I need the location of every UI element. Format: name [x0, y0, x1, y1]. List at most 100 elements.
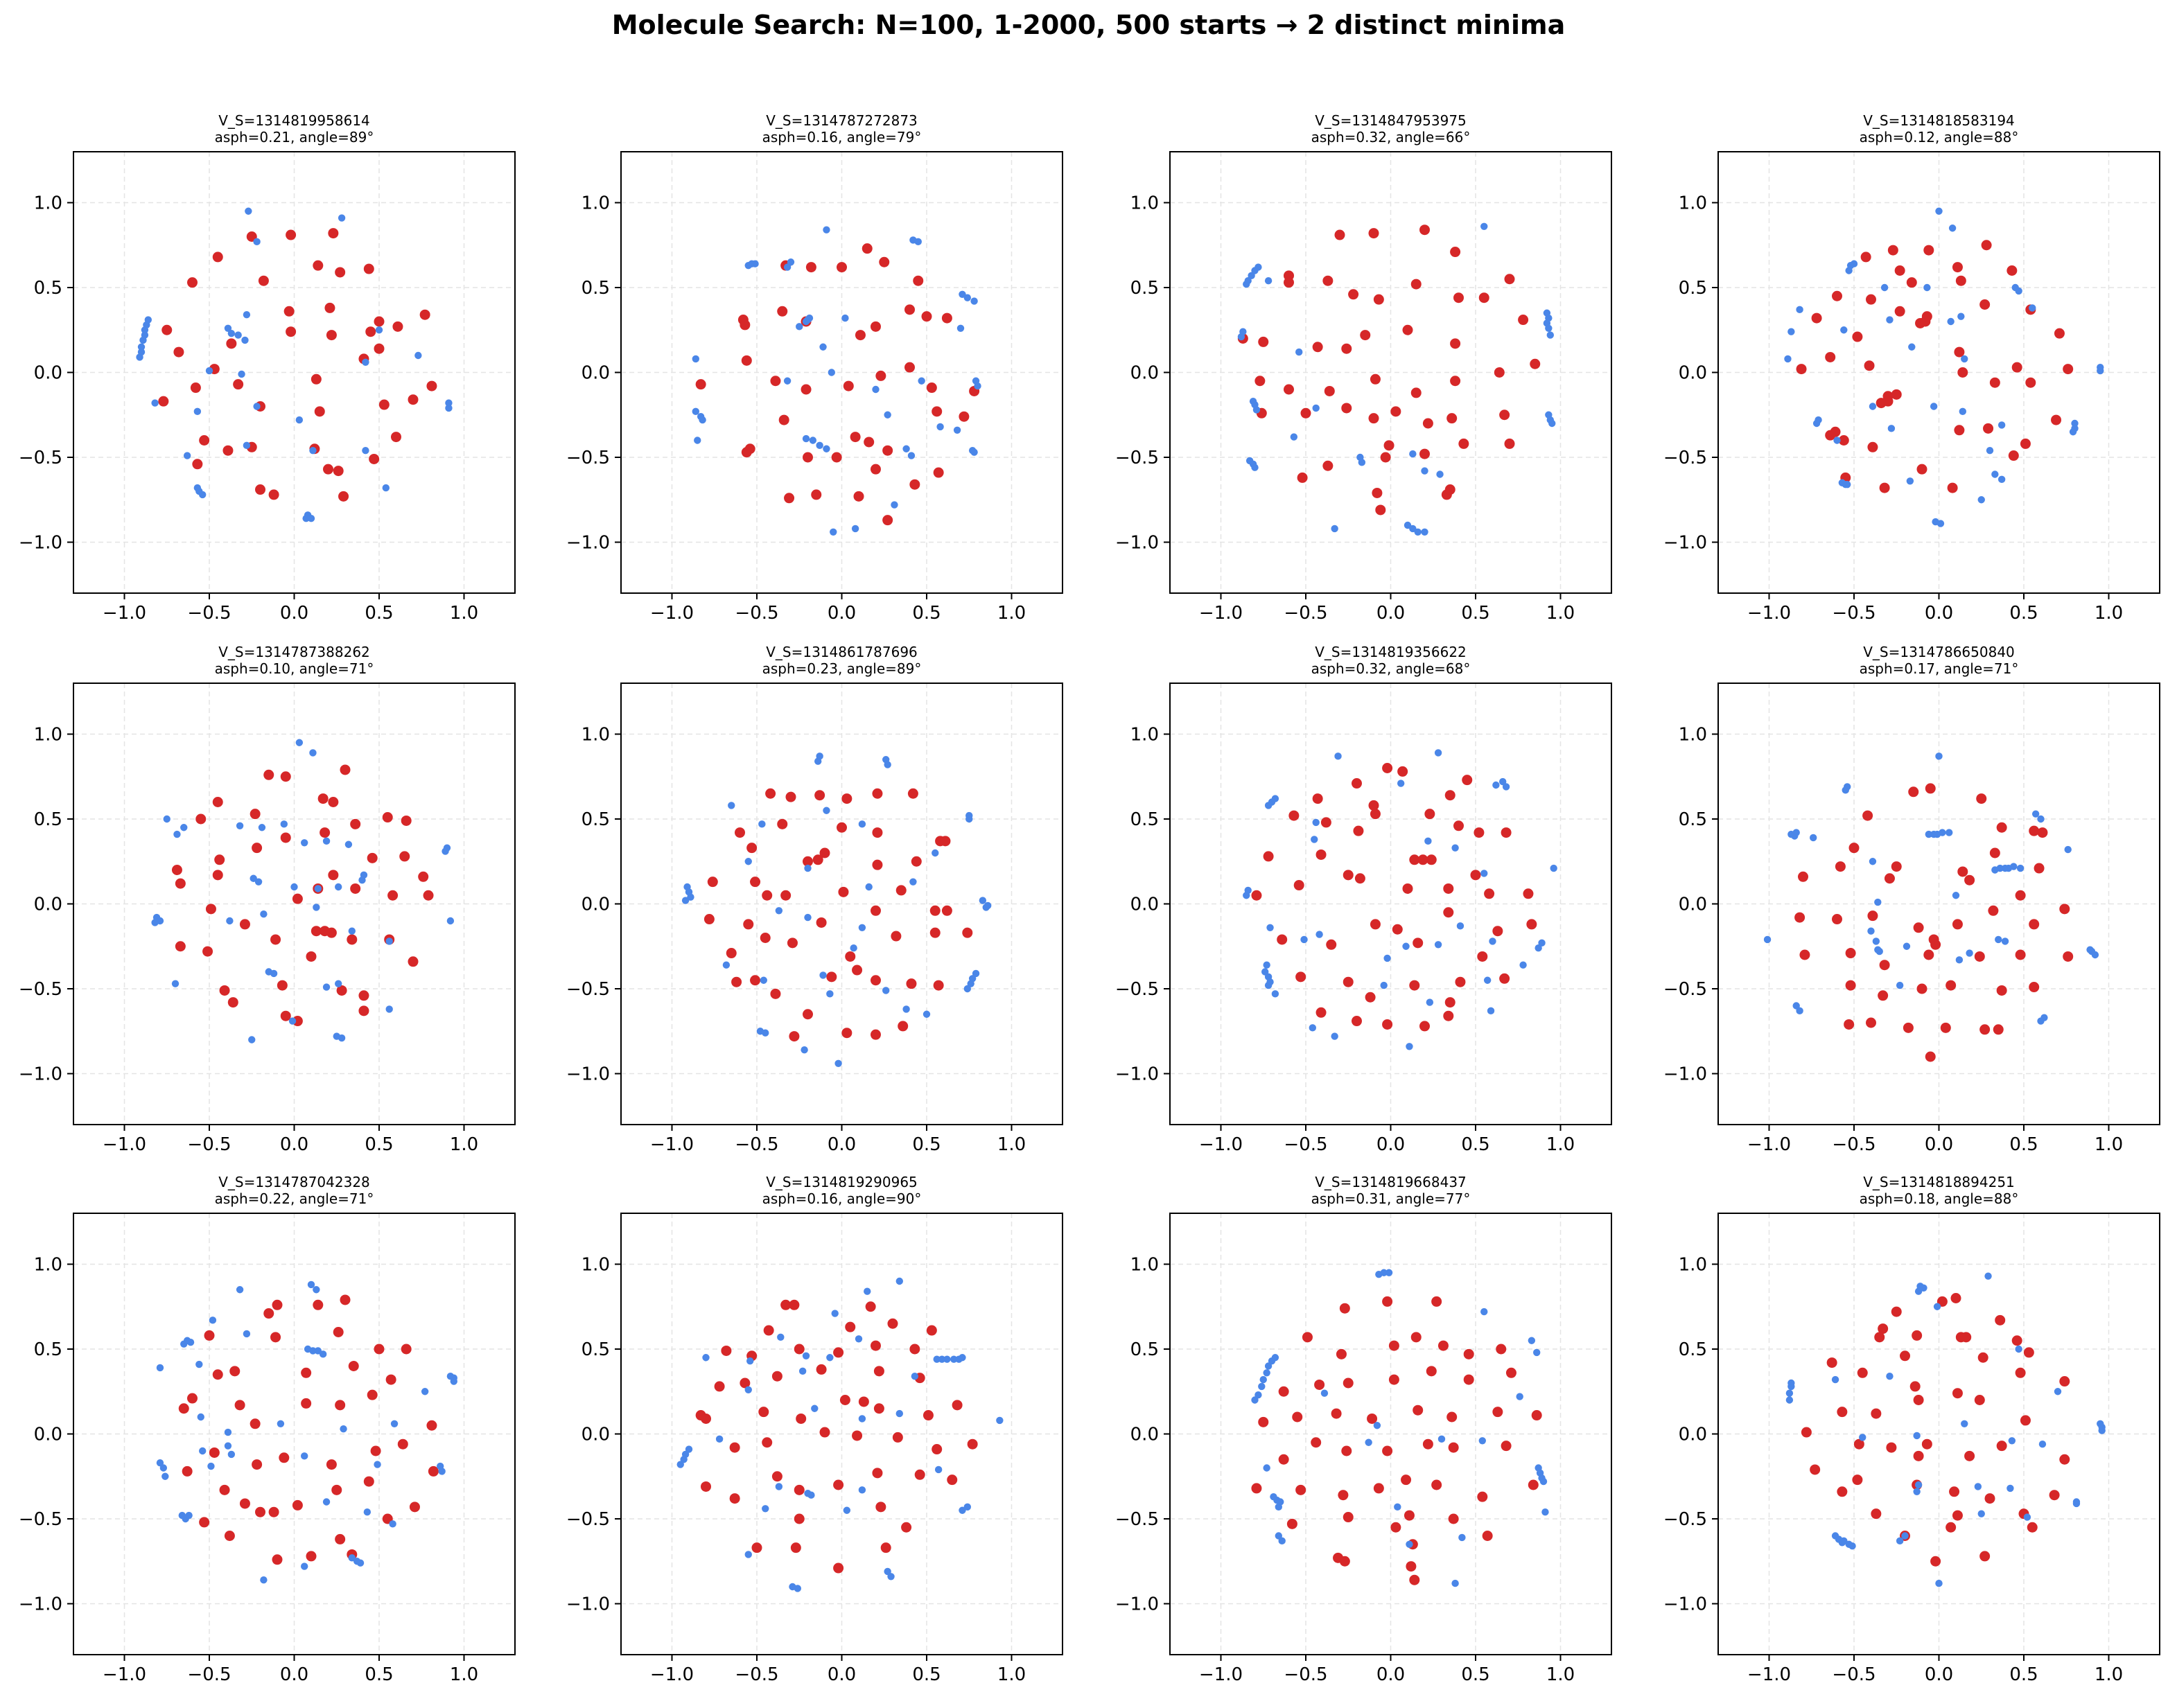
- scatter-point-blue: [760, 976, 768, 984]
- scatter-point-red: [1431, 1479, 1442, 1490]
- scatter-point-blue: [1480, 870, 1488, 877]
- scatter-point-blue: [1991, 470, 1999, 478]
- scatter-point-red: [279, 1452, 290, 1463]
- scatter-point-red: [1341, 1445, 1352, 1456]
- scatter-point-blue: [872, 385, 880, 394]
- scatter-point-red: [1382, 1296, 1393, 1307]
- scatter-point-blue: [1913, 1432, 1921, 1440]
- scatter-point-blue: [936, 423, 944, 431]
- scatter-point-blue: [1421, 467, 1428, 475]
- scatter-point-blue: [1434, 941, 1442, 949]
- x-tick-label: −0.5: [735, 1134, 778, 1155]
- scatter-point-blue: [314, 885, 322, 892]
- scatter-point-blue: [234, 331, 242, 339]
- scatter-point-blue: [826, 1354, 834, 1362]
- x-tick-label: 1.0: [997, 1134, 1026, 1155]
- scatter-point-red: [178, 1403, 189, 1414]
- scatter-point-red: [2059, 1376, 2070, 1387]
- scatter-point-red: [871, 464, 881, 475]
- scatter-point-red: [1341, 403, 1352, 414]
- series-red: [703, 788, 973, 1042]
- scatter-point-red: [1370, 373, 1381, 385]
- scatter-point-red: [1295, 1484, 1306, 1495]
- scatter-point-red: [731, 976, 742, 987]
- scatter-point-blue: [1886, 1373, 1894, 1380]
- scatter-point-red: [1799, 949, 1810, 960]
- scatter-point-red: [1923, 245, 1934, 256]
- y-tick-label: 0.5: [582, 1339, 610, 1360]
- scatter-point-blue: [363, 1508, 371, 1516]
- scatter-point-red: [1923, 949, 1934, 960]
- scatter-point-blue: [746, 1357, 754, 1365]
- scatter-point-red: [1906, 277, 1917, 288]
- scatter-point-red: [841, 1028, 853, 1039]
- scatter-point-blue: [1933, 1303, 1941, 1310]
- scatter-point-red: [926, 382, 937, 394]
- scatter-point-red: [762, 1437, 773, 1448]
- scatter-point-red: [335, 267, 346, 278]
- scatter-point-red: [1531, 1410, 1542, 1421]
- scatter-point-red: [1422, 418, 1433, 429]
- scatter-point-blue: [1959, 407, 1966, 416]
- scatter-point-blue: [882, 987, 890, 994]
- scatter-point-red: [1339, 1556, 1350, 1567]
- scatter-point-red: [1940, 1022, 1951, 1033]
- scatter-point-red: [2063, 951, 2074, 962]
- scatter-point-red: [1862, 810, 1873, 821]
- y-tick-label: 0.5: [1679, 809, 1707, 830]
- scatter-point-blue: [970, 297, 978, 305]
- scatter-point-red: [1311, 1437, 1322, 1448]
- y-tick-label: −0.5: [1663, 979, 1707, 1000]
- scatter-point-red: [286, 326, 297, 337]
- scatter-point-blue: [1266, 924, 1274, 932]
- scatter-point-red: [1380, 452, 1391, 463]
- scatter-point-blue: [1952, 892, 1960, 899]
- scatter-point-red: [701, 1413, 711, 1424]
- scatter-point-red: [280, 771, 291, 782]
- scatter-point-blue: [1264, 981, 1273, 989]
- y-tick-label: 1.0: [1679, 1255, 1707, 1276]
- scatter-point-red: [1458, 438, 1469, 449]
- scatter-point-red: [326, 330, 337, 341]
- scatter-point-blue: [438, 1468, 446, 1475]
- y-tick-label: 0.0: [1130, 363, 1159, 384]
- scatter-point-blue: [855, 1335, 863, 1343]
- subplot-title: V_S=1314818894251: [1863, 1174, 2015, 1190]
- scatter-point-blue: [1995, 935, 2002, 944]
- scatter-point-red: [1844, 1019, 1855, 1030]
- scatter-point-red: [812, 854, 823, 865]
- y-tick-label: −1.0: [19, 533, 62, 554]
- scatter-point-red: [328, 797, 339, 807]
- scatter-point-blue: [180, 824, 188, 831]
- scatter-point-blue: [1838, 479, 1846, 486]
- scatter-point-red: [1448, 1442, 1459, 1453]
- subplot-title: V_S=1314819356622: [1315, 644, 1467, 660]
- scatter-point-red: [350, 818, 361, 829]
- scatter-point-blue: [338, 214, 346, 222]
- scatter-point-red: [1295, 971, 1306, 983]
- scatter-point-red: [195, 813, 207, 825]
- scatter-point-blue: [1867, 927, 1875, 935]
- scatter-point-blue: [2086, 946, 2094, 953]
- y-tick-label: 0.0: [34, 895, 62, 915]
- scatter-point-blue: [250, 874, 257, 882]
- scatter-point-blue: [1784, 355, 1792, 363]
- scatter-point-blue: [963, 985, 972, 993]
- x-tick-label: 0.5: [1461, 603, 1489, 624]
- scatter-point-red: [1853, 1438, 1864, 1450]
- scatter-point-blue: [1936, 520, 1945, 527]
- scatter-point-red: [1419, 224, 1430, 236]
- scatter-point-red: [1348, 289, 1359, 300]
- scatter-point-red: [1857, 1367, 1868, 1378]
- scatter-point-red: [1370, 919, 1381, 930]
- scatter-point-red: [1373, 1483, 1384, 1494]
- scatter-point-red: [740, 1377, 751, 1389]
- scatter-point-red: [1794, 912, 1806, 923]
- scatter-point-blue: [1397, 780, 1405, 787]
- scatter-point-red: [1921, 1438, 1932, 1450]
- scatter-point-red: [1448, 1513, 1459, 1524]
- scatter-point-red: [906, 978, 917, 989]
- x-tick-label: 0.0: [1925, 1664, 1953, 1685]
- scatter-point-blue: [1796, 1007, 1803, 1015]
- x-tick-label: −0.5: [1284, 603, 1327, 624]
